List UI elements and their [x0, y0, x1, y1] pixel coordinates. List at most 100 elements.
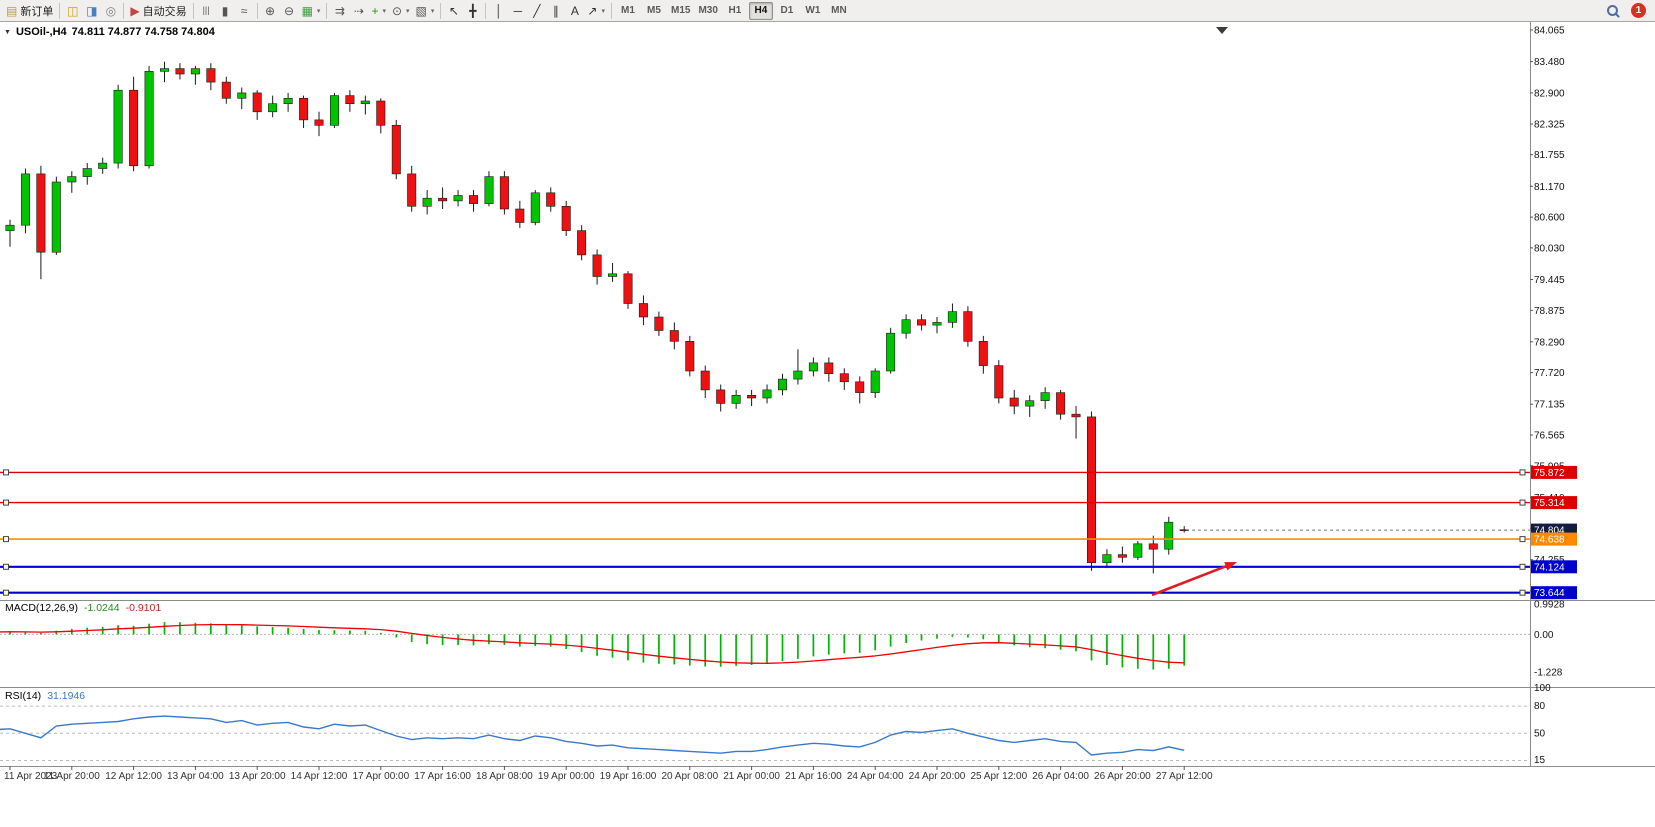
chevron-down-icon: ▾	[430, 7, 435, 15]
svg-text:74.804: 74.804	[1534, 526, 1565, 537]
cursor-button[interactable]: ↖	[444, 1, 463, 20]
market-watch-button[interactable]: ◨	[82, 1, 101, 20]
toolbar: ▤ 新订单 ◫ ◨ ◎ ▶ 自动交易 ||| ▮ ≈ ⊕ ⊖ ▦ ▾ ⇉ ⇢ + ▾ ⊙ ▾ ▧ ▾ ↖ ╋ │ ─ ╱ ∥ A ↗ ▾ M1…	[0, 0, 1655, 22]
svg-text:79.445: 79.445	[1534, 275, 1565, 286]
timeframe-w1-button[interactable]: W1	[801, 2, 825, 20]
svg-text:80: 80	[1534, 701, 1546, 712]
tile-windows-button[interactable]: ▦ ▾	[299, 1, 324, 20]
svg-text:17 Apr 00:00: 17 Apr 00:00	[352, 771, 409, 782]
svg-text:80.030: 80.030	[1534, 243, 1565, 254]
timeframe-m30-button[interactable]: M30	[695, 2, 720, 20]
cursor-icon: ↖	[448, 3, 459, 18]
periods-button[interactable]: ⊙ ▾	[389, 1, 413, 20]
indicators-button[interactable]: + ▾	[368, 1, 389, 20]
templates-icon: ▧	[415, 3, 427, 18]
toolbar-separator	[440, 2, 442, 19]
svg-text:15: 15	[1534, 755, 1546, 766]
toolbar-separator	[123, 2, 125, 19]
svg-text:21 Apr 00:00: 21 Apr 00:00	[723, 771, 780, 782]
tile-windows-icon: ▦	[301, 3, 313, 18]
autotrading-icon: ▶	[130, 3, 140, 18]
new-order-button[interactable]: ▤ 新订单	[3, 1, 56, 20]
svg-text:81.755: 81.755	[1534, 150, 1565, 161]
macd-title: MACD(12,26,9)	[5, 602, 78, 614]
svg-text:27 Apr 12:00: 27 Apr 12:00	[1156, 771, 1213, 782]
chart-ohlc-values: 74.811 74.877 74.758 74.804	[71, 26, 215, 38]
svg-text:24 Apr 20:00: 24 Apr 20:00	[909, 771, 966, 782]
horizontal-line-icon: ─	[513, 3, 523, 18]
macd-signal-value: -0.9101	[125, 602, 162, 614]
auto-scroll-button[interactable]: ⇉	[330, 1, 349, 20]
zoom-out-button[interactable]: ⊖	[280, 1, 299, 20]
candlestick-chart-button[interactable]: ▮	[216, 1, 235, 20]
svg-text:77.720: 77.720	[1534, 368, 1565, 379]
svg-text:13 Apr 20:00: 13 Apr 20:00	[229, 771, 286, 782]
svg-text:100: 100	[1534, 683, 1551, 694]
search-icon[interactable]	[1606, 4, 1620, 18]
zoom-out-icon: ⊖	[284, 3, 295, 18]
navigator-button[interactable]: ◎	[101, 1, 120, 20]
chart-header: ▼ USOil-,H4 74.811 74.877 74.758 74.804	[4, 26, 215, 38]
svg-text:19 Apr 00:00: 19 Apr 00:00	[538, 771, 595, 782]
text-icon: A	[570, 3, 579, 18]
trendline-icon: ╱	[533, 3, 541, 18]
vertical-line-button[interactable]: │	[489, 1, 508, 20]
svg-text:19 Apr 16:00: 19 Apr 16:00	[600, 771, 657, 782]
chart-canvas[interactable]: 84.065 83.480 82.900 82.325 81.755 81.170 80.6…	[0, 22, 1655, 827]
ohlc-collapse-icon[interactable]: ▼	[4, 28, 11, 36]
svg-text:11 Apr 20:00: 11 Apr 20:00	[44, 771, 100, 782]
crosshair-button[interactable]: ╋	[463, 1, 482, 20]
svg-text:20 Apr 08:00: 20 Apr 08:00	[661, 771, 718, 782]
svg-text:-1.228: -1.228	[1534, 668, 1563, 679]
svg-text:73.644: 73.644	[1534, 588, 1565, 599]
svg-text:25 Apr 12:00: 25 Apr 12:00	[970, 771, 1027, 782]
arrows-button[interactable]: ↗ ▾	[584, 1, 608, 20]
svg-text:50: 50	[1534, 728, 1546, 739]
svg-text:0.00: 0.00	[1534, 630, 1554, 641]
svg-text:11 Apr 2023: 11 Apr 2023	[4, 771, 58, 782]
toolbar-separator	[610, 2, 612, 19]
timeframe-d1-button[interactable]: D1	[775, 2, 799, 20]
svg-text:26 Apr 20:00: 26 Apr 20:00	[1094, 771, 1151, 782]
chart-shift-button[interactable]: ⇢	[349, 1, 368, 20]
svg-text:81.170: 81.170	[1534, 182, 1565, 193]
svg-text:78.875: 78.875	[1534, 306, 1565, 317]
timeframe-mn-button[interactable]: MN	[827, 2, 851, 20]
svg-text:74.124: 74.124	[1534, 562, 1565, 573]
timeframe-m5-button[interactable]: M5	[642, 2, 666, 20]
timeframe-h1-button[interactable]: H1	[723, 2, 747, 20]
horizontal-line-button[interactable]: ─	[508, 1, 527, 20]
crosshair-icon: ╋	[469, 3, 477, 18]
text-button[interactable]: A	[565, 1, 584, 20]
bar-chart-icon: |||	[202, 5, 210, 15]
timeframe-m1-button[interactable]: M1	[616, 2, 640, 20]
arrows-icon: ↗	[587, 3, 598, 18]
svg-text:13 Apr 04:00: 13 Apr 04:00	[167, 771, 224, 782]
timeframe-m15-button[interactable]: M15	[668, 2, 693, 20]
new-order-icon: ▤	[6, 3, 18, 18]
svg-text:74.638: 74.638	[1534, 535, 1565, 546]
toolbar-separator	[59, 2, 61, 19]
bar-chart-button[interactable]: |||	[197, 1, 216, 20]
zoom-in-button[interactable]: ⊕	[261, 1, 280, 20]
channel-button[interactable]: ∥	[546, 1, 565, 20]
chevron-down-icon: ▾	[406, 7, 410, 15]
chevron-down-icon: ▾	[316, 7, 321, 15]
toolbar-separator	[485, 2, 487, 19]
trendline-button[interactable]: ╱	[527, 1, 546, 20]
vertical-line-icon: │	[495, 3, 503, 18]
timeframe-h4-button[interactable]: H4	[748, 1, 773, 20]
autotrading-button[interactable]: ▶ 自动交易	[127, 1, 189, 20]
svg-text:82.325: 82.325	[1534, 120, 1565, 131]
indicators-icon: +	[371, 3, 379, 18]
svg-text:75.314: 75.314	[1534, 498, 1565, 509]
charts-button[interactable]: ◫	[63, 1, 82, 20]
svg-text:82.900: 82.900	[1534, 88, 1565, 99]
svg-text:80.600: 80.600	[1534, 213, 1565, 224]
chevron-down-icon: ▾	[382, 7, 386, 15]
notification-badge[interactable]: 1	[1631, 3, 1646, 18]
macd-label: MACD(12,26,9) -1.0244 -0.9101	[5, 602, 161, 614]
toolbar-separator	[326, 2, 328, 19]
line-chart-button[interactable]: ≈	[235, 1, 254, 20]
templates-button[interactable]: ▧ ▾	[413, 1, 438, 20]
